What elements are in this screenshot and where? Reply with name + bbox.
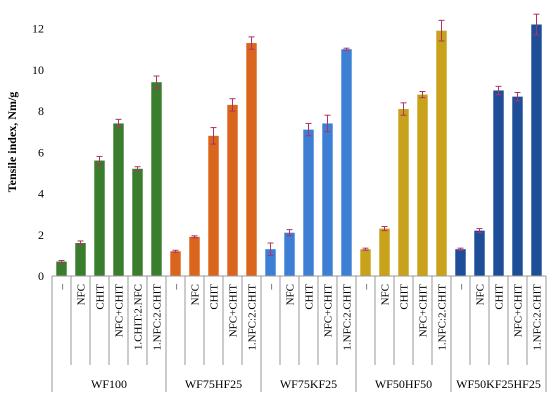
error-bar bbox=[96, 155, 103, 166]
category-label: NFC bbox=[76, 284, 88, 305]
error-bar bbox=[533, 13, 540, 36]
error-bar bbox=[77, 240, 84, 246]
error-bar bbox=[172, 249, 179, 253]
category-label: CHIT bbox=[399, 284, 411, 310]
error-bar bbox=[362, 247, 369, 251]
error-bar bbox=[267, 242, 274, 256]
category-label: – bbox=[456, 284, 468, 291]
x-axis: – NFC CHIT NFC+CHIT 1.CHIT:2.NFC 1.NFC:2.CHIT… bbox=[51, 275, 547, 392]
category-label: NFC bbox=[475, 284, 487, 305]
y-tick-label: 0 bbox=[38, 269, 44, 283]
y-tick-label: 2 bbox=[38, 228, 44, 242]
bar bbox=[436, 30, 447, 276]
bar bbox=[360, 249, 371, 276]
y-tick-label: 6 bbox=[38, 145, 44, 159]
bar bbox=[170, 251, 181, 276]
error-bar bbox=[400, 102, 407, 116]
category-label: CHIT bbox=[494, 284, 506, 310]
bar bbox=[56, 261, 67, 276]
group-label: WF50KF25HF25 bbox=[456, 377, 541, 391]
error-bar bbox=[514, 92, 521, 102]
y-tick-label: 10 bbox=[32, 63, 44, 77]
bar bbox=[322, 123, 333, 276]
category-label: NFC bbox=[285, 284, 297, 305]
category-label: 1.NFC:2.CHIT bbox=[342, 284, 354, 351]
error-bar bbox=[457, 247, 464, 251]
error-bar bbox=[286, 229, 293, 237]
category-label: – bbox=[266, 284, 278, 291]
bar bbox=[208, 135, 219, 276]
group-label: WF50HF50 bbox=[375, 377, 432, 391]
y-axis-label: Tensile index, Nm/g bbox=[5, 92, 19, 193]
bar bbox=[151, 82, 162, 276]
bar bbox=[94, 160, 105, 276]
category-label: NFC+CHIT bbox=[228, 284, 240, 338]
bars bbox=[56, 13, 542, 277]
y-tick-label: 12 bbox=[32, 22, 44, 36]
bar bbox=[113, 123, 124, 276]
bar bbox=[227, 104, 238, 277]
bar bbox=[417, 94, 428, 276]
error-bar bbox=[153, 75, 160, 89]
group-label: WF75KF25 bbox=[280, 377, 337, 391]
category-label: NFC+CHIT bbox=[418, 284, 430, 338]
error-bar bbox=[419, 90, 426, 99]
error-bar bbox=[305, 122, 312, 137]
bar bbox=[75, 243, 86, 276]
bar bbox=[455, 249, 466, 276]
category-label: 1.NFC:2.CHIT bbox=[532, 284, 544, 351]
category-label: 1.CHIT:2.NFC bbox=[133, 284, 145, 350]
category-label: NFC bbox=[190, 284, 202, 305]
error-bar bbox=[58, 260, 65, 264]
bar bbox=[303, 129, 314, 276]
y-tick-label: 4 bbox=[38, 187, 44, 201]
category-label: CHIT bbox=[95, 284, 107, 310]
bar bbox=[246, 43, 257, 276]
category-label: NFC+CHIT bbox=[323, 284, 335, 338]
category-label: – bbox=[361, 284, 373, 291]
bar bbox=[474, 230, 485, 276]
error-bar bbox=[438, 19, 445, 42]
y-tick-label: 8 bbox=[38, 104, 44, 118]
error-bar bbox=[495, 85, 502, 96]
error-bar bbox=[191, 235, 198, 239]
bar bbox=[493, 90, 504, 276]
group-label: WF100 bbox=[91, 377, 127, 391]
error-bar bbox=[324, 114, 331, 133]
bar bbox=[341, 49, 352, 276]
category-label: 1.NFC:2.CHIT bbox=[437, 284, 449, 351]
category-label: CHIT bbox=[304, 284, 316, 310]
category-label: NFC bbox=[380, 284, 392, 305]
category-label: 1.NFC:2.CHIT bbox=[247, 284, 259, 351]
bar bbox=[189, 236, 200, 276]
error-bar bbox=[115, 118, 122, 129]
bar bbox=[379, 228, 390, 276]
group-label: WF75HF25 bbox=[185, 377, 242, 391]
category-label: NFC+CHIT bbox=[513, 284, 525, 338]
error-bar bbox=[343, 47, 350, 51]
error-bar bbox=[210, 127, 217, 145]
error-bar bbox=[381, 226, 388, 232]
error-bar bbox=[476, 228, 483, 234]
bar bbox=[531, 24, 542, 276]
bar bbox=[132, 168, 143, 276]
category-label: – bbox=[171, 284, 183, 291]
bar bbox=[284, 232, 295, 276]
error-bar bbox=[229, 98, 236, 112]
category-label: CHIT bbox=[209, 284, 221, 310]
bar bbox=[512, 96, 523, 277]
error-bar bbox=[248, 36, 255, 50]
error-bar bbox=[134, 166, 141, 172]
category-label: NFC+CHIT bbox=[114, 284, 126, 338]
bar bbox=[398, 109, 409, 276]
y-axis-ticks: 0 2 4 6 8 10 12 bbox=[32, 22, 44, 283]
category-label: 1.NFC:2.CHIT bbox=[152, 284, 164, 351]
bar bbox=[265, 249, 276, 276]
category-label: – bbox=[57, 284, 69, 291]
